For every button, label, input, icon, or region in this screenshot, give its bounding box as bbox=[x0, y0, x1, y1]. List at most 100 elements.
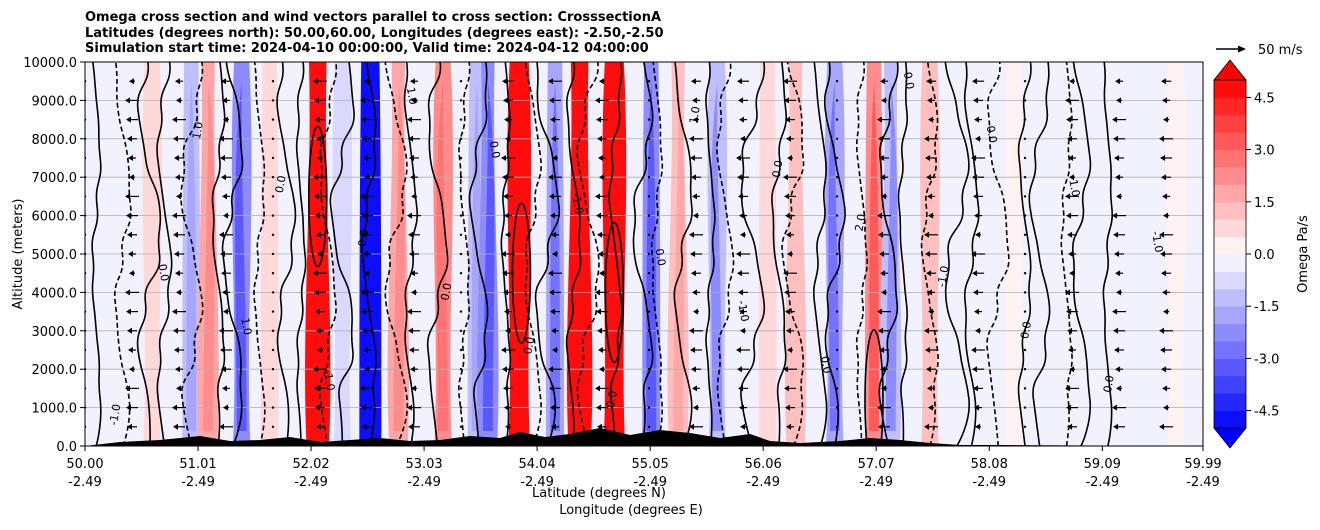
contour-label: 0.0 bbox=[521, 336, 537, 355]
wind-vector bbox=[410, 174, 419, 181]
wind-vector bbox=[314, 385, 327, 392]
wind-vector bbox=[271, 310, 275, 313]
wind-vector bbox=[1069, 366, 1076, 373]
wind-vector bbox=[926, 78, 937, 85]
wind-vector bbox=[1112, 308, 1127, 315]
contour-line bbox=[781, 62, 805, 446]
wind-vector bbox=[222, 193, 231, 200]
wind-vector bbox=[459, 368, 463, 371]
wind-vector bbox=[505, 231, 512, 238]
wind-vector bbox=[599, 270, 606, 277]
wind-vector bbox=[407, 404, 422, 411]
wind-vector bbox=[737, 174, 750, 181]
wind-vector bbox=[410, 366, 419, 373]
wind-vector bbox=[737, 78, 750, 85]
wind-vector bbox=[1162, 385, 1171, 392]
wind-vector bbox=[973, 289, 984, 296]
omega-band bbox=[1004, 62, 1023, 446]
wind-vector bbox=[502, 270, 515, 277]
wind-vector bbox=[125, 97, 140, 104]
wind-vector bbox=[175, 174, 184, 181]
wind-vector bbox=[595, 289, 610, 296]
wind-vector bbox=[175, 366, 184, 373]
wind-vector bbox=[549, 385, 562, 392]
y-tick-label: 9000.0 bbox=[32, 94, 78, 109]
wind-vector bbox=[1159, 231, 1174, 238]
wind-vector bbox=[315, 308, 326, 315]
wind-vector bbox=[597, 327, 608, 334]
wind-vector bbox=[271, 368, 275, 371]
wind-vector bbox=[835, 137, 839, 140]
wind-vector bbox=[502, 366, 515, 373]
wind-vector bbox=[363, 155, 372, 161]
contour-label: 0.0 bbox=[770, 159, 786, 178]
wind-vector bbox=[1162, 289, 1171, 296]
x-tick-label-lat: 59.09 bbox=[1084, 457, 1121, 472]
contour-line bbox=[771, 62, 788, 446]
wind-vector bbox=[1160, 155, 1173, 161]
wind-vector bbox=[1163, 116, 1170, 123]
wind-vector bbox=[785, 404, 796, 411]
wind-vector bbox=[172, 404, 187, 411]
wind-vector bbox=[881, 97, 888, 104]
quiver-key: 50 m/s bbox=[1216, 43, 1303, 58]
contour-line bbox=[319, 62, 338, 446]
wind-vector bbox=[597, 135, 608, 142]
wind-vector bbox=[360, 385, 375, 392]
wind-vector bbox=[503, 385, 514, 392]
wind-vector bbox=[1065, 193, 1080, 200]
wind-vector bbox=[271, 195, 275, 198]
wind-vector bbox=[551, 135, 560, 142]
wind-vector bbox=[599, 174, 606, 181]
wind-vector bbox=[1161, 366, 1172, 373]
wind-vector bbox=[551, 231, 560, 238]
contour-line bbox=[986, 62, 1010, 446]
contour-line bbox=[705, 62, 716, 446]
contour-label: 1.0 bbox=[1066, 178, 1082, 197]
wind-vector bbox=[971, 347, 986, 353]
colorbar-tick-label: 3.0 bbox=[1254, 144, 1275, 159]
x-tick-label-lon: -2.49 bbox=[633, 475, 667, 490]
wind-vector bbox=[459, 214, 463, 217]
wind-vector bbox=[738, 193, 749, 200]
colorbar-segment bbox=[1214, 236, 1246, 255]
wind-vector bbox=[689, 135, 704, 142]
wind-vector bbox=[740, 327, 747, 334]
contour-line bbox=[91, 62, 102, 446]
colorbar-segment bbox=[1214, 97, 1246, 116]
x-tick-label-lat: 56.06 bbox=[745, 457, 782, 472]
wind-vector bbox=[786, 135, 795, 142]
x-axis-label-latitude: Latitude (degrees N) bbox=[532, 486, 666, 501]
wind-vector bbox=[1069, 270, 1076, 277]
wind-vector bbox=[596, 308, 609, 315]
wind-vector bbox=[1160, 347, 1173, 353]
wind-vector bbox=[271, 99, 275, 102]
contour-line bbox=[1017, 62, 1032, 446]
x-tick-label-lon: -2.49 bbox=[294, 475, 328, 490]
wind-vector bbox=[927, 193, 936, 200]
colorbar-segment bbox=[1214, 358, 1246, 377]
wind-vector bbox=[690, 347, 703, 353]
wind-vector bbox=[315, 212, 326, 219]
y-tick-label: 10000.0 bbox=[23, 56, 77, 71]
wind-vector bbox=[835, 214, 839, 217]
wind-vector bbox=[1023, 329, 1027, 332]
wind-vector bbox=[879, 251, 890, 257]
omega-band bbox=[332, 62, 353, 446]
wind-vector bbox=[1023, 214, 1027, 217]
wind-vector bbox=[1065, 289, 1080, 296]
y-tick-label: 2000.0 bbox=[32, 363, 78, 378]
wind-vector bbox=[786, 327, 795, 334]
wind-vector bbox=[972, 78, 985, 85]
wind-vector bbox=[271, 348, 275, 352]
wind-vector bbox=[127, 423, 138, 430]
colorbar-segment bbox=[1214, 271, 1246, 290]
colorbar-segment bbox=[1214, 132, 1246, 151]
wind-vector bbox=[407, 212, 422, 219]
wind-vector bbox=[316, 327, 325, 334]
contour-label: 0.0 bbox=[487, 140, 503, 159]
wind-vector bbox=[740, 231, 747, 238]
wind-vector bbox=[505, 135, 512, 142]
wind-vector bbox=[1114, 251, 1125, 257]
wind-vector bbox=[316, 231, 325, 238]
